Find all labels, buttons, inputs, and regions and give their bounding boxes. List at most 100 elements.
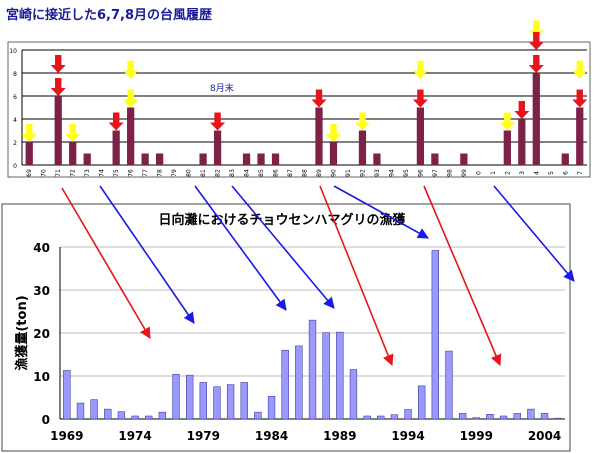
yellow-arrow-mark	[123, 89, 139, 108]
harvest-chart-x-ticks: 1969 1974 1979 1984 1989 1994 1999 2004	[50, 429, 561, 443]
x-tick-label: 1969	[50, 429, 83, 443]
x-tick-label: 70	[41, 169, 48, 177]
typhoon-bar	[561, 153, 569, 165]
connector-arrows	[61, 185, 575, 367]
typhoon-chart-x-ticks: 69 70 71 72 73 74 75 76 77 78 79 80 81 82 83 84 85 86 87 88…	[26, 169, 584, 177]
x-tick-label: 1999	[460, 429, 493, 443]
harvest-bar	[104, 408, 112, 420]
red-arrow-mark	[412, 89, 428, 108]
typhoon-arrow-marks	[21, 20, 588, 142]
red-arrow-mark	[572, 89, 588, 108]
x-tick-label: 87	[287, 169, 294, 177]
x-tick-label: 96	[417, 169, 424, 177]
x-tick-label: 72	[70, 169, 77, 177]
y-tick-label: 8	[13, 71, 17, 78]
typhoon-chart-frame	[7, 41, 591, 178]
typhoon-bar	[373, 153, 381, 165]
typhoon-bar	[213, 130, 222, 165]
x-tick-label: 85	[258, 169, 265, 177]
typhoon-bar	[503, 130, 511, 165]
x-tick-label: 3	[519, 171, 526, 175]
y-tick-label: 0	[42, 413, 50, 427]
x-tick-label: 1994	[391, 429, 424, 443]
harvest-bar	[445, 350, 453, 420]
harvest-bar	[458, 413, 467, 420]
x-tick-label: 76	[128, 169, 135, 177]
yellow-arrow-mark	[572, 60, 588, 79]
connector-arrow	[423, 185, 502, 367]
x-tick-label: 75	[113, 169, 120, 177]
typhoon-chart-bars	[25, 73, 584, 165]
yellow-arrow-mark	[499, 112, 515, 131]
typhoon-bar	[460, 153, 468, 165]
red-arrow-mark	[514, 101, 530, 119]
connector-arrow	[319, 185, 394, 367]
x-tick-label: 93	[374, 169, 381, 177]
x-tick-label: 77	[142, 169, 149, 177]
x-tick-label: 91	[345, 169, 352, 177]
connector-arrow	[231, 185, 335, 309]
x-tick-label: 69	[26, 169, 33, 177]
x-tick-label: 94	[388, 169, 395, 177]
typhoon-bar	[156, 153, 164, 165]
x-tick-label: 89	[316, 169, 323, 177]
harvest-bar	[377, 415, 385, 420]
yellow-arrow-mark	[528, 20, 544, 39]
x-tick-label: 71	[55, 169, 62, 177]
harvest-bar	[117, 411, 126, 420]
typhoon-bar	[25, 142, 33, 165]
harvest-bar	[322, 332, 330, 420]
harvest-bar	[267, 395, 276, 420]
typhoon-bar	[83, 153, 91, 165]
harvest-bar	[349, 369, 358, 420]
y-tick-label: 10	[9, 48, 17, 55]
harvest-bar	[431, 250, 440, 420]
typhoon-bar	[242, 153, 251, 165]
x-tick-label: 82	[215, 169, 222, 177]
yellow-arrow-mark	[65, 124, 81, 142]
red-arrow-mark	[108, 112, 124, 131]
red-arrow-mark	[311, 89, 327, 108]
y-tick-label: 6	[13, 94, 17, 101]
harvest-bar	[363, 415, 371, 420]
harvest-bar	[240, 382, 248, 420]
typhoon-bar	[257, 153, 265, 165]
y-tick-label: 4	[13, 117, 17, 124]
harvest-bar	[418, 385, 426, 420]
harvest-bar	[499, 415, 508, 420]
yellow-arrow-mark	[123, 60, 139, 79]
yellow-arrow-mark	[21, 124, 37, 142]
yellow-arrow-mark	[354, 112, 370, 131]
x-tick-label: 2004	[528, 429, 561, 443]
harvest-bar	[404, 409, 412, 420]
connector-arrow	[493, 185, 575, 282]
y-tick-label: 0	[13, 163, 17, 170]
typhoon-bar	[112, 130, 120, 165]
typhoon-bar	[315, 107, 323, 165]
typhoon-bar	[358, 130, 367, 165]
red-arrow-mark	[528, 32, 544, 50]
typhoon-chart-y-ticks: 0 2 4 6 8 10	[9, 48, 17, 170]
harvest-chart-y-ticks: 0 10 20 30 40	[33, 241, 50, 427]
harvest-chart-title: 日向灘におけるチョウセンハマグリの漁獲	[158, 212, 406, 228]
harvest-bar	[226, 384, 235, 420]
red-arrow-mark	[50, 55, 66, 73]
x-tick-label: 1	[490, 171, 497, 175]
x-tick-label: 97	[432, 169, 439, 177]
x-tick-label: 92	[359, 169, 366, 177]
typhoon-chart-title: 宮崎に接近した6,7,8月の台風履歴	[6, 7, 212, 23]
harvest-bar	[540, 413, 549, 420]
typhoon-bar	[416, 107, 425, 165]
connector-arrow	[99, 185, 195, 324]
harvest-bar	[486, 414, 494, 420]
y-tick-label: 2	[13, 140, 17, 147]
harvest-bar	[131, 415, 139, 420]
x-tick-label: 1974	[118, 429, 151, 443]
harvest-y-axis-label: 漁獲量(ton)	[14, 295, 30, 370]
harvest-bar	[513, 413, 521, 420]
typhoon-bar	[431, 153, 439, 165]
x-tick-label: 99	[461, 169, 468, 177]
x-tick-label: 0	[475, 171, 482, 175]
typhoon-bar	[518, 119, 526, 165]
